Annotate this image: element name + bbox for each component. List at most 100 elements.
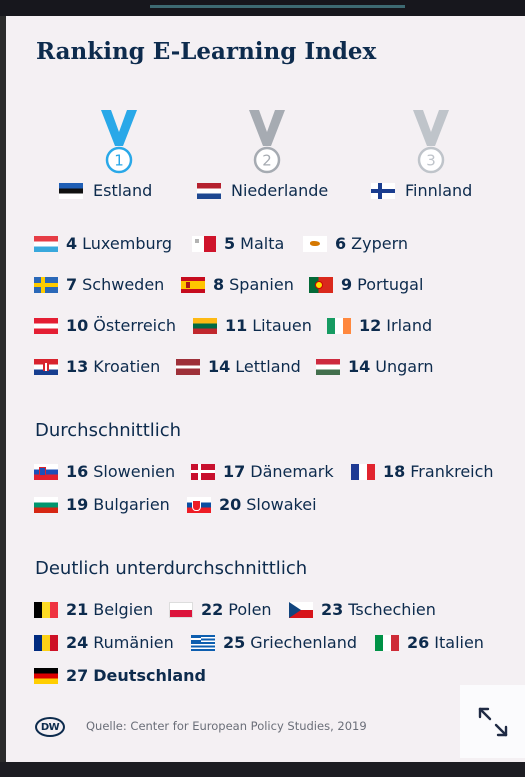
country-name: Ungarn [375, 357, 434, 376]
flag-dk-icon [191, 463, 215, 480]
flag-mt-icon [192, 235, 216, 252]
ranking-entry-slowenien: 16 Slowenien [34, 462, 175, 481]
country-name: Slowenien [93, 462, 176, 481]
section-heading-below: Deutlich unterdurchschnittlich [35, 558, 308, 579]
flag-finnland-icon [371, 182, 395, 199]
rank-number: 24 [66, 633, 89, 652]
podium-label-2: Niederlande [197, 181, 328, 200]
country-name: Rumänien [93, 633, 174, 652]
country-name: Malta [240, 234, 285, 253]
podium-label-3: Finnland [371, 181, 472, 200]
rank-number: 4 [66, 234, 78, 253]
ranking-entry-portugal: 9 Portugal [309, 275, 423, 294]
flag-pt-icon [309, 276, 333, 293]
rank-number: 5 [224, 234, 236, 253]
rank-number: 23 [321, 600, 344, 619]
ranking-entry-österreich: 10 Österreich [34, 316, 176, 335]
rank-number: 25 [223, 633, 246, 652]
flag-at-icon [34, 317, 58, 334]
rank-number: 22 [201, 600, 224, 619]
country-name: Slowakei [246, 495, 317, 514]
flag-niederlande-icon [197, 182, 221, 199]
podium-country: Niederlande [231, 181, 329, 200]
podium-country: Finnland [405, 181, 473, 200]
country-name: Belgien [93, 600, 154, 619]
medal-icon-bronze: 3 [410, 110, 452, 176]
ranking-entry-belgien: 21 Belgien [34, 600, 153, 619]
source-note: Quelle: Center for European Policy Studi… [86, 719, 367, 733]
svg-text:3: 3 [426, 152, 436, 170]
ranking-entry-polen: 22 Polen [169, 600, 272, 619]
country-name: Bulgarien [93, 495, 170, 514]
flag-gr-icon [191, 634, 215, 651]
country-name: Tschechien [348, 600, 436, 619]
flag-hu-icon [316, 358, 340, 375]
flag-fr-icon [351, 463, 375, 480]
dw-logo: DW [35, 717, 65, 737]
flag-se-icon [34, 276, 58, 293]
rank-number: 13 [66, 357, 89, 376]
country-name: Kroatien [93, 357, 161, 376]
ranking-entry-tschechien: 23 Tschechien [289, 600, 436, 619]
country-name: Griechenland [250, 633, 357, 652]
flag-pl-icon [169, 601, 193, 618]
flag-hr-icon [34, 358, 58, 375]
ranking-entry-zypern: 6 Zypern [303, 234, 408, 253]
country-name: Zypern [351, 234, 409, 253]
ranking-entry-dänemark: 17 Dänemark [191, 462, 334, 481]
bottom-bar [0, 762, 525, 777]
flag-es-icon [181, 276, 205, 293]
rank-number: 27 [66, 666, 89, 685]
ranking-entry-lettland: 14 Lettland [176, 357, 301, 376]
infographic-card: Ranking E-Learning Index 1 2 3 Estland N… [6, 16, 525, 762]
flag-si-icon [34, 463, 58, 480]
rank-number: 12 [359, 316, 382, 335]
flag-ro-icon [34, 634, 58, 651]
expand-button[interactable] [460, 685, 525, 758]
country-name: Spanien [229, 275, 294, 294]
rank-number: 7 [66, 275, 78, 294]
rank-number: 18 [383, 462, 406, 481]
ranking-entry-frankreich: 18 Frankreich [351, 462, 494, 481]
ranking-entry-griechenland: 25 Griechenland [191, 633, 357, 652]
rank-number: 20 [219, 495, 242, 514]
flag-bg-icon [34, 496, 58, 513]
country-name: Schweden [82, 275, 165, 294]
rank-number: 14 [348, 357, 371, 376]
flag-lv-icon [176, 358, 200, 375]
flag-ie-icon [327, 317, 351, 334]
flag-estland-icon [59, 182, 83, 199]
flag-cz-icon [289, 601, 313, 618]
section-heading-average: Durchschnittlich [35, 420, 182, 441]
country-name: Frankreich [410, 462, 494, 481]
svg-text:1: 1 [114, 152, 124, 170]
flag-cy-icon [303, 235, 327, 252]
country-name: Irland [386, 316, 433, 335]
ranking-entry-slowakei: 20 Slowakei [187, 495, 317, 514]
flag-sk-icon [187, 496, 211, 513]
ranking-entry-litauen: 11 Litauen [193, 316, 312, 335]
ranking-entry-malta: 5 Malta [192, 234, 284, 253]
top-bar [0, 0, 525, 16]
medal-icon-silver: 2 [246, 110, 288, 176]
ranking-entry-luxemburg: 4 Luxemburg [34, 234, 172, 253]
podium-country: Estland [93, 181, 153, 200]
ranking-entry-irland: 12 Irland [327, 316, 432, 335]
podium-label-1: Estland [59, 181, 152, 200]
country-name: Deutschland [93, 666, 206, 685]
ranking-entry-rumänien: 24 Rumänien [34, 633, 174, 652]
svg-text:2: 2 [262, 152, 272, 170]
flag-lu-icon [34, 235, 58, 252]
country-name: Portugal [357, 275, 424, 294]
country-name: Litauen [252, 316, 312, 335]
ranking-entry-spanien: 8 Spanien [181, 275, 294, 294]
country-name: Italien [434, 633, 484, 652]
medal-icon-gold: 1 [98, 110, 140, 176]
ranking-entry-schweden: 7 Schweden [34, 275, 164, 294]
rank-number: 10 [66, 316, 89, 335]
ranking-entry-deutschland: 27 Deutschland [34, 666, 206, 685]
rank-number: 17 [223, 462, 246, 481]
rank-number: 21 [66, 600, 89, 619]
ranking-entry-italien: 26 Italien [375, 633, 484, 652]
flag-de-icon [34, 667, 58, 684]
